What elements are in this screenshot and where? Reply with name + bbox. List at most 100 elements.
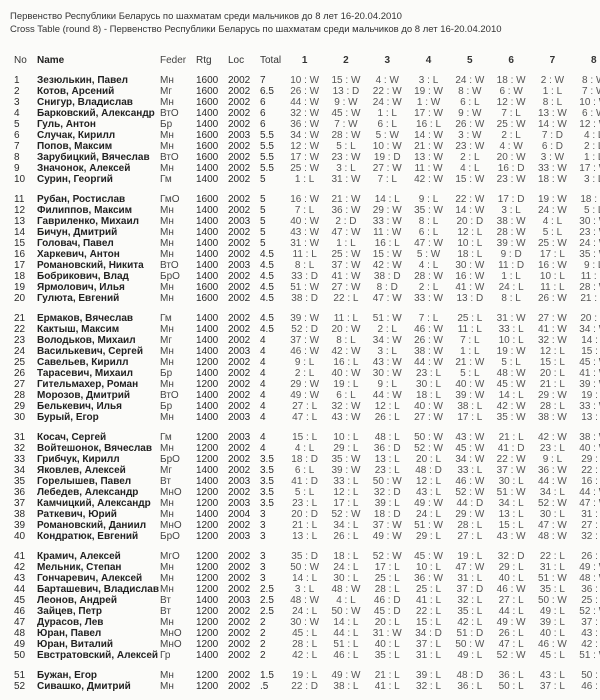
player-loc: 2002 bbox=[228, 617, 251, 628]
round-result: 15 : L bbox=[498, 520, 524, 531]
player-total: 5.5 bbox=[260, 141, 274, 152]
table-row: 2 Котов, Арсений Мг 1600 2002 6.5 26 : W 13 : D… bbox=[0, 86, 600, 97]
player-total: 2 bbox=[260, 617, 266, 628]
player-loc: 2002 bbox=[228, 335, 251, 346]
player-number: 12 bbox=[14, 205, 26, 216]
round-result: 26 : W bbox=[290, 86, 320, 97]
player-loc: 2002 bbox=[228, 379, 251, 390]
round-result: 47 : W bbox=[414, 238, 443, 249]
round-result: 43 : L bbox=[416, 487, 442, 498]
round-result: 2 : W bbox=[540, 75, 565, 86]
round-result: 19 : W bbox=[496, 346, 526, 357]
player-federation: Гм bbox=[160, 432, 172, 443]
round-result: 29 : W bbox=[372, 205, 402, 216]
player-total: 4 bbox=[260, 357, 266, 368]
cross-table-title: Cross Table (round 8) - Первенство Респу… bbox=[10, 24, 502, 35]
player-name: Попов, Максим bbox=[37, 141, 113, 152]
table-row: 1 Зезюлькин, Павел Мн 1600 2002 7 10 : W 15 : W… bbox=[0, 75, 600, 86]
round-result: 47 : W bbox=[537, 520, 567, 531]
round-result: 19 : D bbox=[373, 152, 401, 163]
round-result: 13 : D bbox=[456, 293, 484, 304]
player-loc: 2003 bbox=[228, 412, 251, 423]
round-result: 18 : W bbox=[496, 75, 526, 86]
round-result: 30 : L bbox=[539, 509, 565, 520]
round-results: 30 : W 14 : L 20 : L 15 : L 42 : L 49 : W 39 :… bbox=[284, 617, 600, 628]
round-result: 40 : W bbox=[331, 368, 361, 379]
table-row: 44 Барташевич, Владислав Мн 1200 2002 2.5 3 : … bbox=[0, 584, 600, 595]
round-result: 50 : W bbox=[414, 432, 443, 443]
player-name: Василькевич, Сергей bbox=[37, 346, 143, 357]
round-result: 45 : W bbox=[331, 108, 361, 119]
round-result: 28 : L bbox=[374, 584, 400, 595]
round-result: 41 : L bbox=[416, 595, 442, 606]
round-result: 9 : L bbox=[542, 454, 563, 465]
round-result: 4 : L bbox=[418, 260, 439, 271]
round-results: 38 : D 22 : L 47 : W 33 : W 13 : D 8 : L 26 : … bbox=[284, 293, 600, 304]
player-number: 38 bbox=[14, 509, 26, 520]
player-rating: 1600 bbox=[196, 130, 219, 141]
round-result: 12 : W bbox=[290, 141, 320, 152]
player-loc: 2002 bbox=[228, 562, 251, 573]
table-row: 43 Гончаревич, Алексей Мн 1200 2002 3 14 : L 30… bbox=[0, 573, 600, 584]
round-result: 39 : L bbox=[374, 498, 400, 509]
round-results: 31 : W 1 : L 16 : L 47 : W 10 : L 39 : W 25 : … bbox=[284, 238, 600, 249]
round-result: 18 : D bbox=[291, 454, 318, 465]
round-result: 23 : L bbox=[292, 498, 318, 509]
player-name: Сурин, Георгий bbox=[37, 174, 113, 185]
player-total: 3.5 bbox=[260, 454, 274, 465]
player-name: Крамич, Алексей bbox=[37, 551, 121, 562]
round-result: 36 : L bbox=[581, 584, 600, 595]
player-name: Гительмахер, Роман bbox=[37, 379, 139, 390]
player-name: Лебедев, Александр bbox=[37, 487, 139, 498]
round-result: 4 : L bbox=[460, 163, 480, 174]
round-results: 1 : L 31 : W 7 : L 42 : W 15 : W 23 : W 18 : W… bbox=[284, 174, 600, 185]
round-result: 48 : W bbox=[537, 531, 567, 542]
round-result: 39 : W bbox=[290, 313, 320, 324]
table-row: 5 Гуль, Антон Бр 1400 2002 6 36 : W 7 : W 6 : L 1… bbox=[0, 119, 600, 130]
round-result: 32 : L bbox=[457, 595, 483, 606]
round-result: 10 : W bbox=[290, 75, 320, 86]
round-result: 42 : L bbox=[292, 650, 318, 661]
player-rating: 1200 bbox=[196, 520, 219, 531]
player-rating: 1400 bbox=[196, 368, 219, 379]
player-number: 49 bbox=[14, 639, 26, 650]
header-loc: Loc bbox=[228, 55, 245, 66]
player-total: 4 bbox=[260, 432, 266, 443]
round-result: 48 : W bbox=[331, 584, 361, 595]
round-result: 11 : D bbox=[580, 271, 600, 282]
player-total: 4 bbox=[260, 412, 266, 423]
player-number: 37 bbox=[14, 498, 26, 509]
round-results: 9 : L 16 : L 43 : W 44 : W 21 : W 5 : L 15 : L… bbox=[284, 357, 600, 368]
table-row: 42 Мельник, Степан Мн 1200 2002 3 50 : W 24 : L… bbox=[0, 562, 600, 573]
round-result: 11 : W bbox=[373, 227, 402, 238]
round-result: 40 : W bbox=[414, 401, 443, 412]
round-result: 50 : W bbox=[290, 562, 320, 573]
player-name: Бичун, Дмитрий bbox=[37, 227, 118, 238]
round-result: 10 : L bbox=[498, 335, 524, 346]
player-total: 2 bbox=[260, 650, 266, 661]
player-total: 2 bbox=[260, 628, 266, 639]
round-result: 3 : L bbox=[501, 205, 521, 216]
round-result: 51 : D bbox=[456, 628, 484, 639]
player-federation: Мн bbox=[160, 670, 174, 681]
round-result: 17 : L bbox=[457, 412, 483, 423]
round-result: 37 : W bbox=[372, 520, 402, 531]
round-result: 51 : W bbox=[372, 313, 402, 324]
player-federation: Бр bbox=[160, 401, 173, 412]
player-loc: 2002 bbox=[228, 443, 251, 454]
round-result: 28 : L bbox=[539, 401, 565, 412]
player-federation: МнО bbox=[160, 639, 182, 650]
round-result: 12 : L bbox=[539, 346, 565, 357]
round-result: 26 : L bbox=[581, 551, 600, 562]
header-no: No bbox=[14, 55, 27, 66]
player-number: 9 bbox=[14, 163, 20, 174]
round-result: 6 : L bbox=[418, 227, 439, 238]
round-result: 11 : L bbox=[292, 249, 317, 260]
round-result: 41 : W bbox=[537, 324, 567, 335]
player-number: 44 bbox=[14, 584, 26, 595]
table-row: 25 Савельев, Кирилл Мн 1200 2002 4 9 : L 16 : L… bbox=[0, 357, 600, 368]
player-total: 4 bbox=[260, 379, 266, 390]
round-result: 2 : L bbox=[583, 141, 600, 152]
round-result: 29 : W bbox=[537, 390, 567, 401]
player-loc: 2002 bbox=[228, 551, 251, 562]
